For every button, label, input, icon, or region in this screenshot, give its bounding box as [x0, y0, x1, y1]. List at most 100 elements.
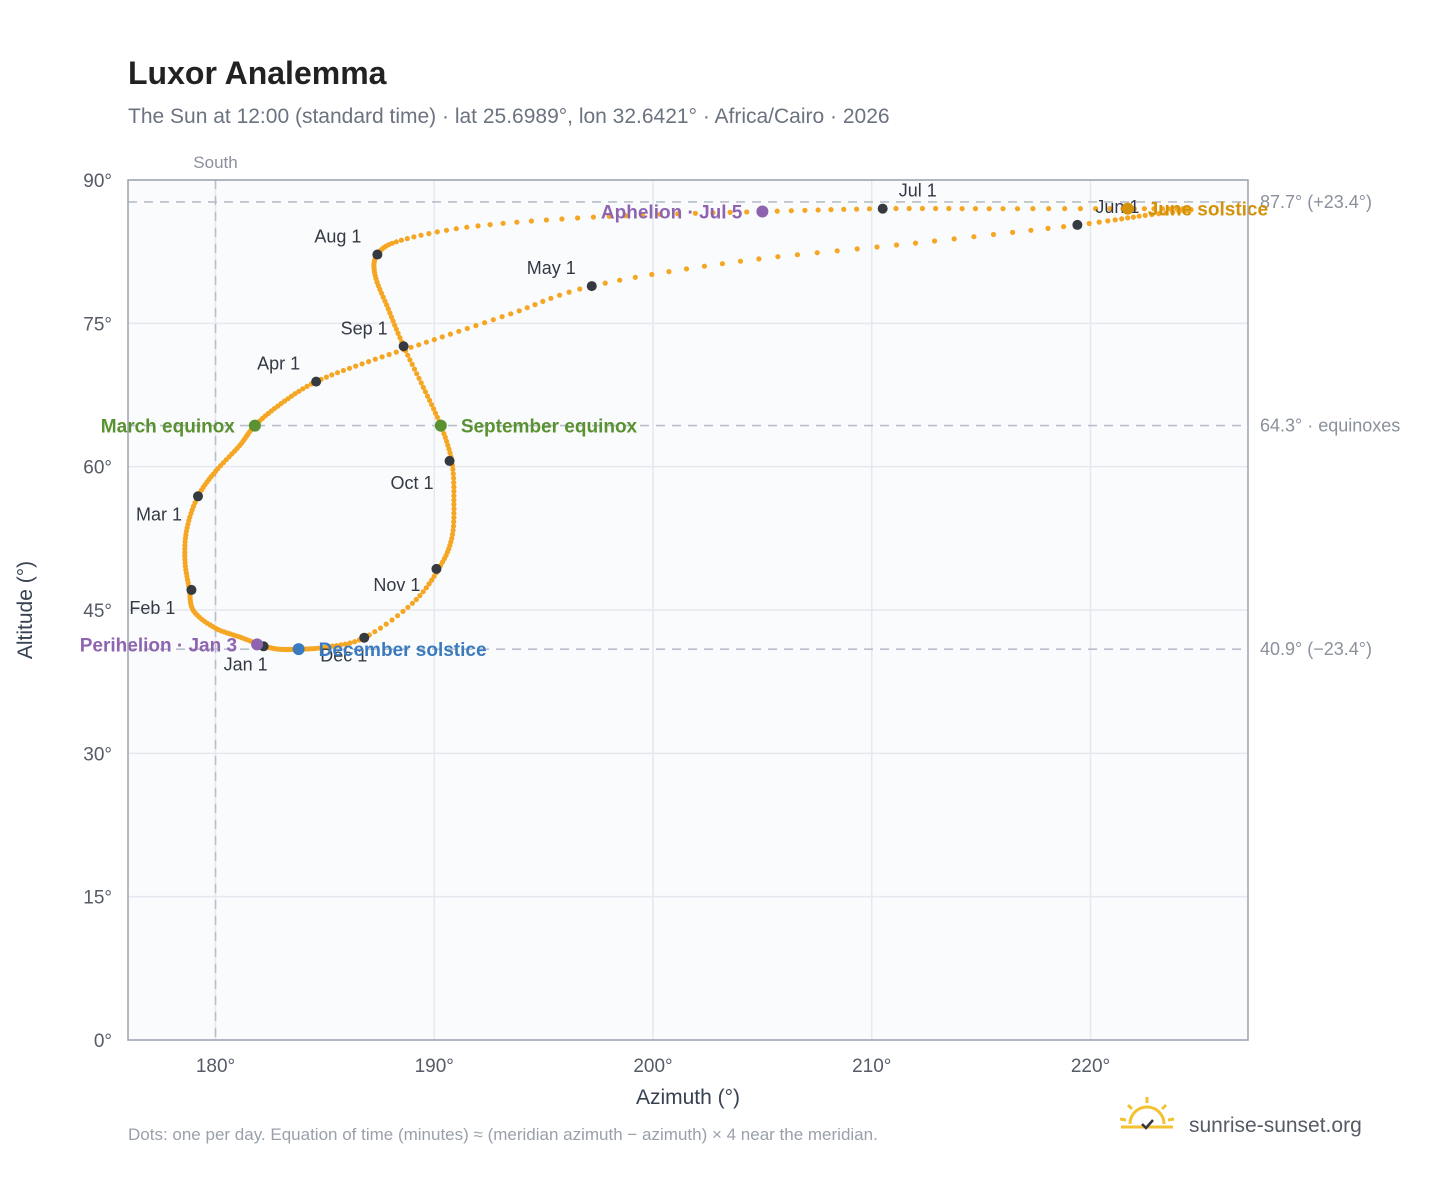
y-tick-label: 90° — [83, 171, 112, 192]
brand-logo — [1119, 1097, 1175, 1130]
day-dot — [451, 515, 457, 521]
reference-lines: 87.7° (+23.4°) 64.3° · equinoxes 40.9° (−2… — [128, 192, 1400, 659]
day-dot — [395, 330, 401, 336]
day-dot — [431, 406, 437, 412]
day-dot — [828, 207, 834, 213]
day-dot — [932, 238, 938, 244]
day-dot — [532, 302, 538, 308]
day-dot — [429, 577, 435, 583]
day-dot — [300, 386, 306, 392]
day-dot — [815, 207, 821, 213]
day-dot — [490, 317, 496, 323]
sun-icon — [1119, 1097, 1175, 1130]
day-dot — [388, 314, 395, 320]
day-dot — [1167, 206, 1173, 212]
day-dot — [329, 372, 335, 378]
chart-subtitle: The Sun at 12:00 (standard time) · lat 2… — [128, 105, 890, 128]
month-label: Apr 1 — [257, 354, 300, 374]
x-tick-label: 220° — [1071, 1056, 1110, 1077]
day-dot — [639, 212, 646, 218]
day-dot — [499, 314, 505, 320]
day-dot — [814, 250, 820, 256]
day-dot — [372, 629, 378, 635]
day-dot — [445, 442, 451, 448]
day-dot — [649, 271, 655, 278]
x-tick-label: 180° — [196, 1056, 235, 1077]
day-dot — [347, 640, 353, 646]
day-dot — [683, 266, 690, 272]
footnote: Dots: one per day. Equation of time (min… — [128, 1125, 878, 1144]
day-dot — [423, 339, 429, 345]
day-dot — [1136, 213, 1142, 219]
day-dot — [1061, 224, 1067, 230]
axis-ticks: 180° 190° 200° 210° 220° 0° 15° 30° 45° 60° 75° 90° — [83, 171, 1110, 1077]
day-dot — [841, 206, 847, 212]
day-dot — [450, 466, 456, 472]
day-dot — [400, 608, 406, 615]
day-dot — [575, 215, 581, 221]
day-dot — [802, 207, 808, 213]
x-tick-label: 190° — [415, 1056, 454, 1077]
day-dot — [500, 220, 506, 226]
month-label: Dec 1 — [320, 646, 367, 666]
day-dot — [334, 643, 340, 649]
day-dot — [451, 475, 457, 481]
event-marker — [248, 419, 261, 432]
day-dot — [557, 292, 563, 298]
day-dot — [540, 298, 546, 304]
day-dot — [516, 308, 522, 314]
event-label: June solstice — [1148, 200, 1268, 221]
day-dot — [422, 389, 428, 395]
day-dot — [420, 384, 426, 390]
day-dot — [434, 414, 440, 420]
day-dot — [464, 325, 470, 332]
day-dot — [451, 488, 457, 494]
day-dot — [340, 367, 346, 374]
day-dot — [794, 252, 801, 258]
day-dot — [1096, 219, 1102, 225]
day-dot — [1014, 206, 1021, 212]
day-dot — [385, 306, 391, 312]
x-tick-label: 200° — [633, 1056, 672, 1077]
day-dot — [854, 206, 860, 212]
day-dot — [429, 402, 435, 408]
day-dot — [1149, 211, 1155, 218]
day-dot — [508, 311, 514, 317]
day-dot — [577, 286, 583, 292]
day-dot — [386, 351, 392, 358]
day-dot — [426, 581, 432, 587]
day-dot — [866, 206, 873, 212]
day-dot — [1046, 206, 1052, 212]
day-dot — [393, 326, 399, 332]
day-dot — [439, 334, 445, 340]
month-label: Nov 1 — [373, 575, 420, 595]
day-dot — [946, 205, 952, 212]
day-dot — [775, 254, 781, 260]
day-dot — [1179, 206, 1186, 212]
plot-frame — [127, 179, 1249, 1041]
day-dot — [482, 320, 488, 326]
day-dot — [657, 211, 663, 217]
day-dot — [906, 205, 912, 212]
day-dot — [392, 322, 398, 328]
day-dot — [854, 246, 860, 252]
y-tick-label: 75° — [83, 314, 112, 335]
day-dot — [1151, 206, 1157, 212]
event-marker — [292, 643, 305, 656]
day-dot — [566, 289, 572, 295]
month-marker — [444, 455, 455, 466]
day-dot — [675, 211, 681, 217]
event-label: September equinox — [461, 417, 638, 438]
day-dot — [334, 370, 341, 376]
day-dot — [701, 263, 708, 269]
day-dot — [346, 365, 353, 371]
event-marker — [756, 205, 769, 218]
day-dot — [423, 585, 429, 591]
reference-line-label: 87.7° (+23.4°) — [1260, 192, 1372, 212]
month-marker — [372, 249, 383, 260]
day-dot — [407, 357, 413, 363]
y-tick-label: 0° — [94, 1031, 112, 1052]
day-dot — [338, 642, 344, 648]
month-label: Jul 1 — [899, 181, 937, 201]
